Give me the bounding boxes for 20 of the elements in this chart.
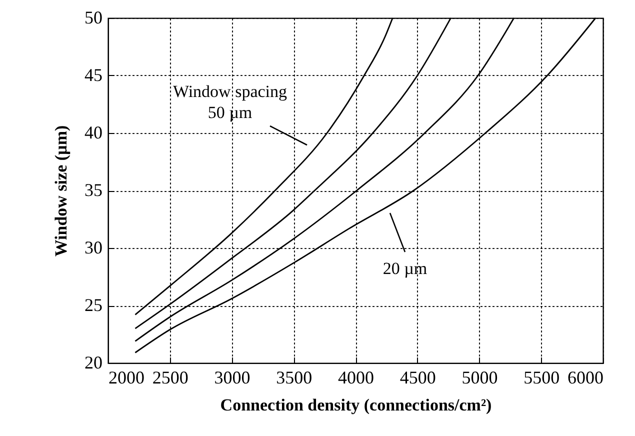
x-tick-label: 6000: [568, 368, 604, 388]
x-tick-label: 4500: [400, 368, 436, 388]
x-tick-label: 5000: [462, 368, 498, 388]
y-axis-title: Window size (µm): [52, 125, 70, 257]
y-tick-label: 30: [84, 238, 102, 258]
y-tick-label: 25: [84, 295, 102, 315]
x-tick-label: 3000: [214, 368, 250, 388]
annotation: 20 µm: [382, 259, 428, 278]
y-tick-label: 20: [84, 352, 102, 372]
y-tick-label: 50: [84, 8, 102, 28]
y-tick-label: 40: [84, 122, 102, 142]
x-tick-label: 3500: [276, 368, 312, 388]
x-tick-label: 2000: [108, 368, 144, 388]
x-tick-label: 4000: [338, 368, 374, 388]
y-tick-label: 35: [84, 180, 102, 200]
y-tick-label: 45: [84, 65, 102, 85]
x-axis-title: Connection density (connections/cm²): [220, 396, 492, 414]
x-tick-label: 2500: [152, 368, 188, 388]
x-tick-label: 5500: [524, 368, 560, 388]
annotation: Window spacing 50 µm: [172, 82, 288, 122]
